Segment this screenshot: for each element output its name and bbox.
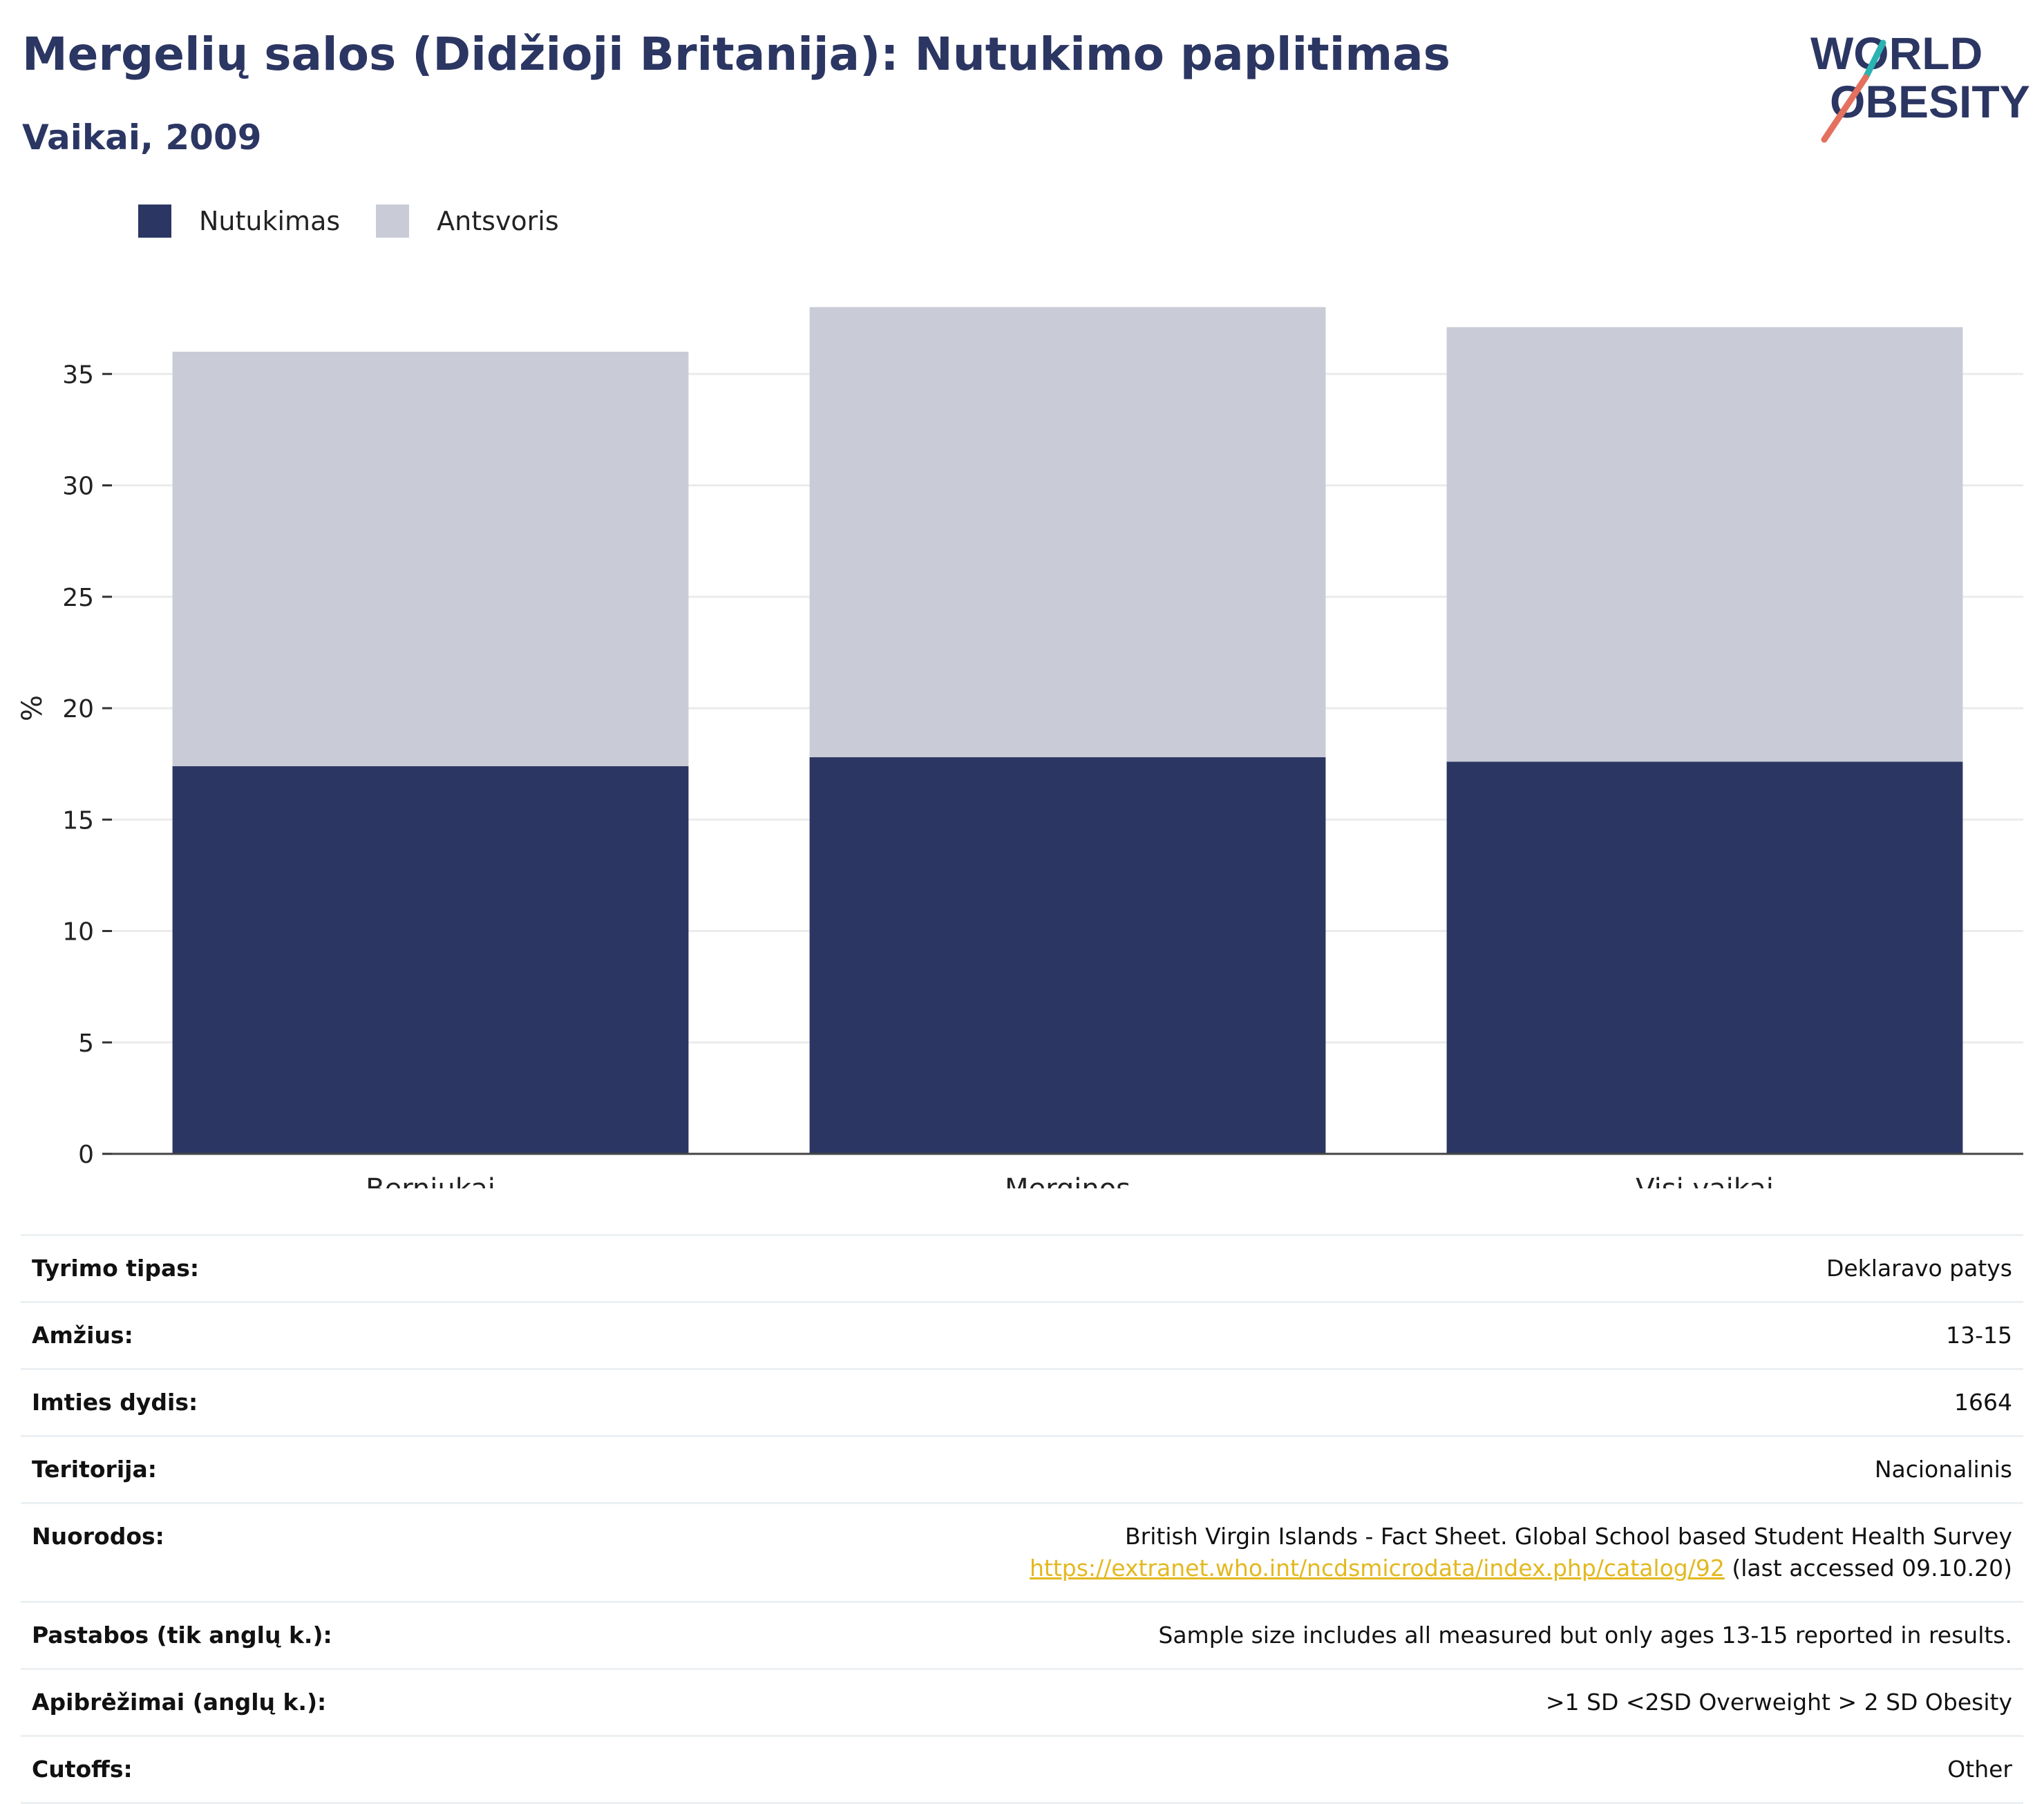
y-tick-label: 0 xyxy=(78,1141,94,1169)
info-table: Tyrimo tipas: Deklaravo patys Amžius: 13… xyxy=(21,1234,2023,1804)
info-row: Amžius: 13-15 xyxy=(21,1301,2023,1368)
page-title: Mergelių salos (Didžioji Britanija): Nut… xyxy=(22,28,1450,81)
legend-label-overweight: Antsvoris xyxy=(437,206,559,236)
page-subtitle: Vaikai, 2009 xyxy=(22,117,262,158)
y-tick-label: 5 xyxy=(78,1029,94,1058)
y-tick-label: 35 xyxy=(62,361,94,389)
info-row: Cutoffs: Other xyxy=(21,1735,2023,1804)
y-tick-label: 30 xyxy=(62,473,94,501)
reference-text: British Virgin Islands - Fact Sheet. Glo… xyxy=(1125,1523,2012,1550)
info-label: Cutoffs: xyxy=(32,1756,133,1783)
info-value: Sample size includes all measured but on… xyxy=(1158,1622,2012,1649)
legend-item-overweight[interactable]: Antsvoris xyxy=(376,205,559,238)
info-value: Deklaravo patys xyxy=(1826,1255,2012,1282)
bar-overweight xyxy=(172,352,689,766)
info-label: Nuorodos: xyxy=(32,1523,164,1550)
info-row-references: Nuorodos: British Virgin Islands - Fact … xyxy=(21,1502,2023,1601)
info-row: Imties dydis: 1664 xyxy=(21,1368,2023,1435)
y-tick-label: 15 xyxy=(62,806,94,835)
info-label: Pastabos (tik anglų k.): xyxy=(32,1622,332,1649)
bar-obesity xyxy=(1446,761,1963,1154)
bar-overweight xyxy=(809,307,1326,757)
legend-label-obesity: Nutukimas xyxy=(199,206,341,236)
info-label: Amžius: xyxy=(32,1322,133,1349)
legend-swatch-overweight xyxy=(376,205,410,238)
x-tick-label: Berniukai xyxy=(366,1173,495,1188)
info-label: Tyrimo tipas: xyxy=(32,1255,200,1282)
info-row: Pastabos (tik anglų k.): Sample size inc… xyxy=(21,1601,2023,1668)
chart-legend: Nutukimas Antsvoris xyxy=(138,205,595,238)
info-value: 13-15 xyxy=(1946,1322,2012,1349)
info-value: Nacionalinis xyxy=(1874,1456,2012,1483)
info-value: Other xyxy=(1947,1756,2012,1783)
bar-obesity xyxy=(172,766,689,1154)
info-label: Teritorija: xyxy=(32,1456,157,1483)
legend-swatch-obesity xyxy=(138,205,171,238)
info-row: Tyrimo tipas: Deklaravo patys xyxy=(21,1234,2023,1301)
info-label: Imties dydis: xyxy=(32,1389,198,1416)
legend-item-obesity[interactable]: Nutukimas xyxy=(138,205,340,238)
logo-line1: WORLD xyxy=(1810,28,1983,79)
info-label: Apibrėžimai (anglų k.): xyxy=(32,1689,327,1716)
info-row: Teritorija: Nacionalinis xyxy=(21,1435,2023,1502)
y-axis-label: % xyxy=(17,695,48,721)
info-value-references: British Virgin Islands - Fact Sheet. Glo… xyxy=(1030,1521,2012,1584)
reference-suffix: (last accessed 09.10.20) xyxy=(1724,1555,2012,1582)
reference-link[interactable]: https://extranet.who.int/ncdsmicrodata/i… xyxy=(1030,1555,1725,1582)
y-tick-label: 10 xyxy=(62,918,94,947)
y-tick-label: 20 xyxy=(62,695,94,723)
y-tick-label: 25 xyxy=(62,584,94,612)
info-value: >1 SD <2SD Overweight > 2 SD Obesity xyxy=(1545,1689,2012,1716)
x-tick-label: Merginos xyxy=(1005,1173,1130,1188)
stacked-bar-chart: 0 5 10 15 20 25 30 35% Berniukai Merginos Visi vai… xyxy=(17,307,2023,1188)
world-obesity-logo: WORLD OBESITY xyxy=(1810,28,2030,143)
x-tick-label: Visi vaikai xyxy=(1636,1173,1774,1188)
info-row: Apibrėžimai (anglų k.): >1 SD <2SD Overw… xyxy=(21,1668,2023,1735)
bar-obesity xyxy=(809,757,1326,1154)
info-value: 1664 xyxy=(1954,1389,2012,1416)
bar-overweight xyxy=(1446,327,1963,762)
